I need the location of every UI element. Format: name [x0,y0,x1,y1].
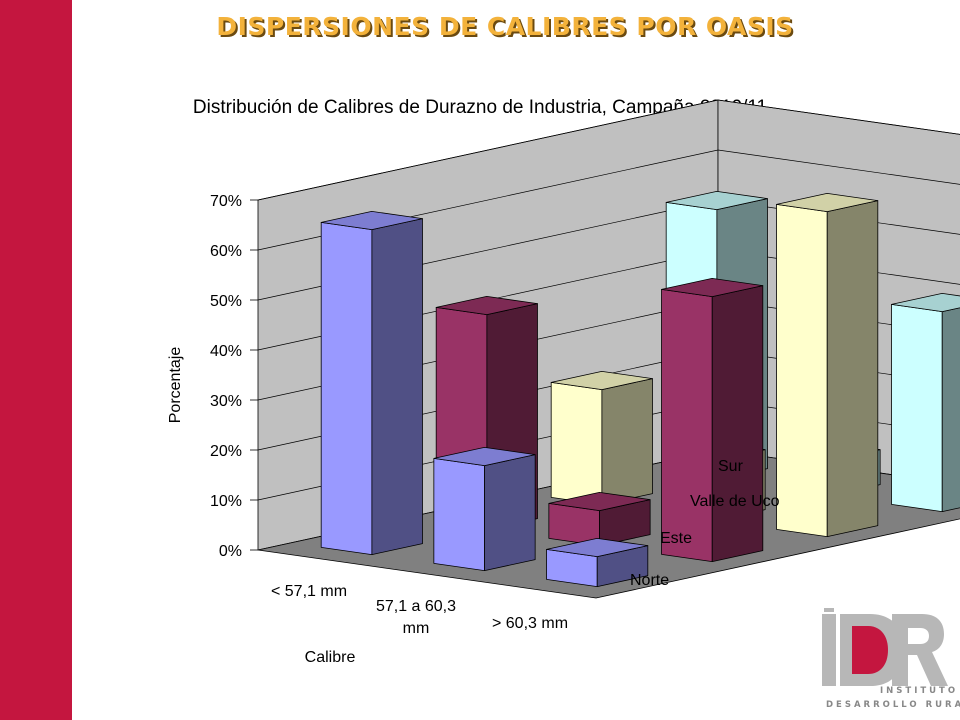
y-tick-label: 70% [210,193,242,210]
bar-front-norte [320,221,373,555]
bar-front-valle-de-uco [776,203,828,537]
y-tick-label: 30% [210,393,242,410]
bar-side [941,307,960,513]
y-tick-label: 50% [210,293,242,310]
depth-label-este: Este [660,530,692,547]
x-tick-label: mm [403,620,430,637]
side-accent-bar [0,0,72,720]
bar-side [601,378,653,506]
chart-title: Distribución de Calibres de Durazno de I… [193,97,767,118]
logo-text-instituto: INSTITUTO [880,686,959,696]
x-tick-label: > 60,3 mm [492,615,568,632]
bar-top [435,295,538,316]
chart-gridline [257,99,960,201]
bar-top [433,446,536,467]
y-axis-label: Porcentaje [167,347,184,424]
bar-side [484,454,536,571]
bar-top [661,277,764,298]
depth-label-sur: Sur [718,458,744,475]
bar-side [711,285,764,562]
y-tick-label: 20% [210,443,242,460]
idr-logo-mark [822,608,948,686]
bar-side [826,200,879,537]
slide-title: DISPERSIONES DE CALIBRES POR OASIS [216,12,794,41]
bar-top [550,370,653,391]
idr-logo [822,608,948,686]
depth-label-norte: Norte [630,572,669,589]
bar-top [546,538,649,557]
logo-text-desarrollo-rural: DESARROLLO RURAL [826,700,960,710]
y-tick-label: 0% [219,543,242,560]
bar-front-sur [891,303,943,513]
x-tick-label: 57,1 a 60,3 [376,598,456,615]
bar-front-valle-de-uco [550,381,603,506]
bar-front-este [661,288,713,562]
bar-front-norte [433,457,485,571]
y-tick-label: 60% [210,243,242,260]
bar-top [776,192,879,213]
bar-top [891,292,960,313]
x-axis-label: Calibre [305,649,356,666]
x-tick-label: < 57,1 mm [271,583,347,600]
bar-side [371,218,423,555]
y-tick-label: 10% [210,493,242,510]
bar-top [548,491,651,512]
y-tick-label: 40% [210,343,242,360]
bar-top [665,190,768,211]
depth-label-valle-de-uco: Valle de Uco [690,493,780,510]
bar-top [320,210,423,231]
